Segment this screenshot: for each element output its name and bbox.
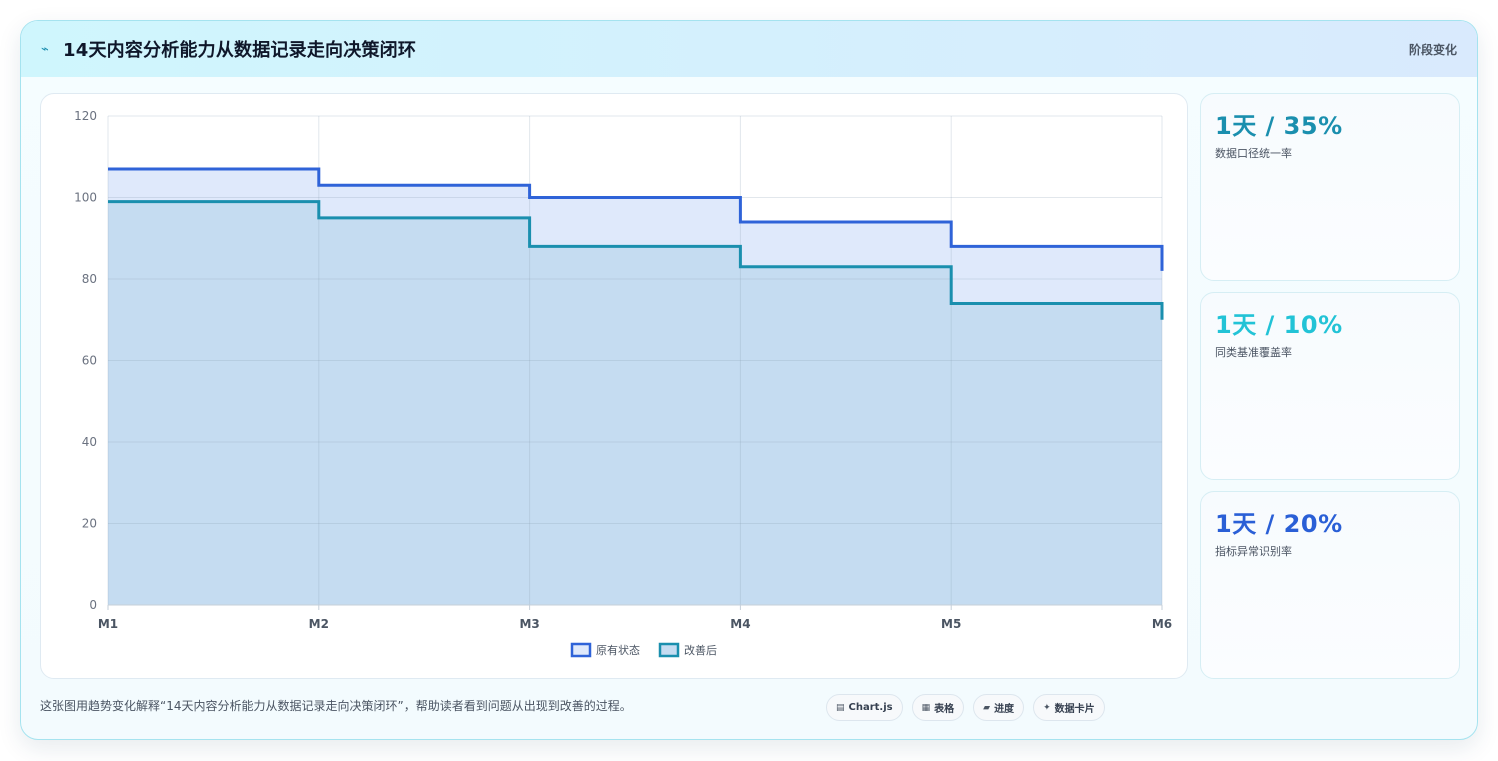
x-tick-label: M4 <box>730 617 750 631</box>
kpi-card-3: 1天 / 20% 指标异常识别率 <box>1200 491 1460 679</box>
legend-label-2: 改善后 <box>684 643 717 657</box>
kpi-value: 1天 / 35% <box>1215 112 1343 140</box>
series-area-2 <box>108 201 1162 605</box>
kpi-card-1: 1天 / 35% 数据口径统一率 <box>1200 93 1460 281</box>
chart-panel: 0 20 40 60 80 100 120 M1 M2 M3 M4 M5 M6 原有状态 改善后 <box>40 93 1188 679</box>
card-icon: ✦ <box>1043 702 1051 713</box>
y-tick-label: 0 <box>89 598 97 612</box>
card-header: ⌁ 14天内容分析能力从数据记录走向决策闭环 阶段变化 <box>21 21 1477 77</box>
series-line-1 <box>108 167 1164 271</box>
page-title: 14天内容分析能力从数据记录走向决策闭环 <box>63 40 417 61</box>
stage-label: 阶段变化 <box>1408 42 1457 57</box>
kpi-value: 1天 / 20% <box>1215 510 1343 538</box>
legend-swatch-2 <box>658 642 680 658</box>
chart-description: 这张图用趋势变化解释“14天内容分析能力从数据记录走向决策闭环”，帮助读者看到问… <box>40 699 632 713</box>
kpi-value: 1天 / 10% <box>1215 311 1343 339</box>
step-area-chart: 0 20 40 60 80 100 120 M1 M2 M3 M4 M5 M6 原有状态 改善后 <box>74 109 1172 658</box>
y-tick-label: 120 <box>74 109 97 123</box>
chip-data-card[interactable]: ✦ 数据卡片 <box>1033 694 1105 721</box>
sparkline-icon: ⌁ <box>41 41 49 57</box>
x-tick-label: M6 <box>1152 617 1172 631</box>
y-tick-label: 100 <box>74 191 97 205</box>
y-tick-label: 20 <box>82 517 97 531</box>
progress-icon: ▰ <box>983 702 991 713</box>
chip-label: 数据卡片 <box>1054 704 1095 715</box>
x-tick-label: M5 <box>941 617 961 631</box>
chip-table[interactable]: ▦ 表格 <box>911 694 965 721</box>
dashboard-card: ⌁ 14天内容分析能力从数据记录走向决策闭环 阶段变化 0 20 40 60 80 100… <box>20 20 1478 740</box>
kpi-label: 指标异常识别率 <box>1215 545 1292 558</box>
legend-label-1: 原有状态 <box>596 643 640 657</box>
y-tick-label: 60 <box>82 354 97 368</box>
chip-label: 进度 <box>994 704 1015 715</box>
tech-chips: ▤ Chart.js ▦ 表格 ▰ 进度 ✦ 数据卡片 <box>826 694 1105 721</box>
table-icon: ▦ <box>921 702 931 713</box>
legend-swatch-1 <box>570 642 592 658</box>
chart-icon: ▤ <box>836 702 845 713</box>
kpi-label: 同类基准覆盖率 <box>1215 346 1292 359</box>
x-tick-label: M3 <box>519 617 539 631</box>
series-line-2 <box>108 200 1164 320</box>
x-tick-label: M2 <box>309 617 329 631</box>
kpi-label: 数据口径统一率 <box>1215 147 1292 160</box>
chip-chartjs[interactable]: ▤ Chart.js <box>826 694 903 721</box>
x-tick-label: M1 <box>98 617 118 631</box>
chip-label: 表格 <box>934 704 955 715</box>
chip-progress[interactable]: ▰ 进度 <box>973 694 1025 721</box>
kpi-card-2: 1天 / 10% 同类基准覆盖率 <box>1200 292 1460 480</box>
chip-label: Chart.js <box>848 702 893 713</box>
y-tick-label: 40 <box>82 435 97 449</box>
y-tick-label: 80 <box>82 272 97 286</box>
